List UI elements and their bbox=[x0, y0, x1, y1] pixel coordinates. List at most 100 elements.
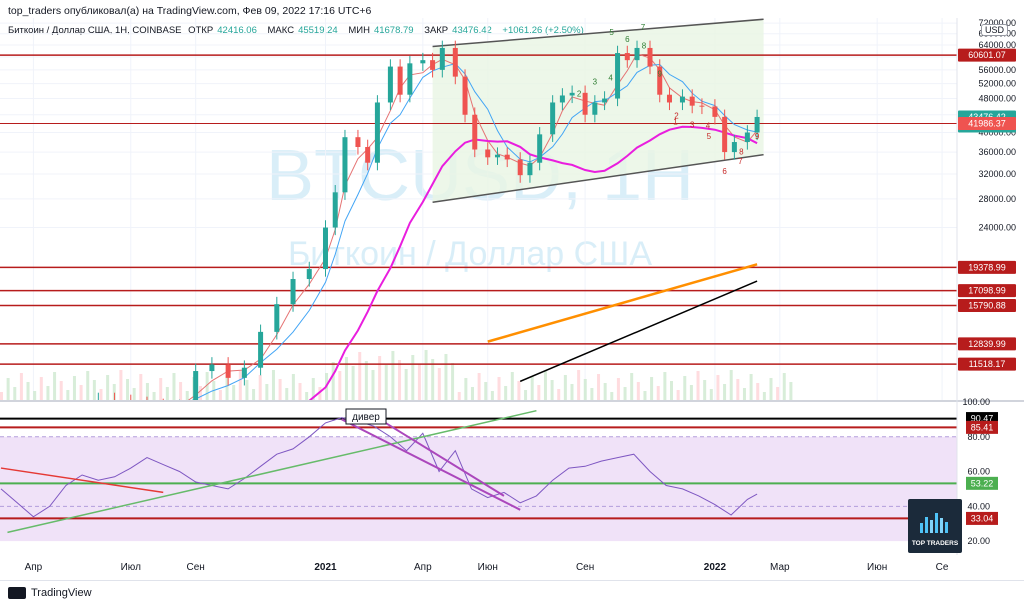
candle bbox=[322, 227, 328, 270]
td-count: 4 bbox=[706, 121, 711, 130]
channel-lower-line[interactable] bbox=[432, 153, 764, 203]
high-value: 45519.24 bbox=[298, 25, 338, 36]
volume-bar bbox=[145, 383, 149, 400]
volume-bar bbox=[444, 354, 448, 400]
price-badge[interactable]: 15790.88 bbox=[968, 300, 1006, 310]
volume-bar bbox=[749, 374, 753, 400]
volume-bar bbox=[305, 392, 309, 400]
volume-bar bbox=[391, 351, 395, 400]
channel-upper-line[interactable] bbox=[432, 18, 764, 48]
volume-bar bbox=[338, 371, 342, 400]
volume-bar bbox=[610, 392, 614, 400]
td-count: 8 bbox=[739, 147, 744, 156]
ma-orange-line bbox=[487, 263, 758, 343]
candle bbox=[647, 47, 653, 67]
candle bbox=[657, 66, 663, 95]
price-badge-bg bbox=[958, 284, 1016, 298]
volume-bar bbox=[79, 385, 83, 400]
candle bbox=[744, 132, 750, 143]
volume-bar bbox=[13, 387, 17, 400]
symbol-title[interactable]: Биткоин / Доллар США, 1Н, COINBASE bbox=[8, 25, 182, 36]
volume-bar bbox=[185, 391, 189, 400]
rsi-divergence-line-2[interactable] bbox=[373, 415, 505, 497]
volume-bar bbox=[39, 377, 43, 400]
price-badge[interactable]: 19378.99 bbox=[968, 262, 1006, 272]
rsi-divergence-line[interactable] bbox=[341, 418, 521, 511]
rsi-trendline-green[interactable] bbox=[7, 409, 537, 534]
price-badge[interactable]: 12839.99 bbox=[968, 339, 1006, 349]
volume-bar bbox=[232, 385, 236, 400]
low-value: 41678.79 bbox=[373, 25, 414, 36]
price-tick-label: 24000.00 bbox=[978, 223, 1016, 233]
price-tick-label: 40000.00 bbox=[978, 127, 1016, 137]
candle bbox=[754, 116, 760, 133]
volume-bar bbox=[59, 381, 63, 400]
td-count: 4 bbox=[608, 74, 613, 83]
time-tick-label: Се bbox=[936, 562, 949, 573]
volume-bar bbox=[344, 357, 348, 400]
divergence-annotation-box[interactable] bbox=[345, 408, 387, 425]
volume-bar bbox=[225, 376, 229, 400]
open-value: 42416.06 bbox=[217, 25, 257, 36]
volume-bar bbox=[199, 386, 203, 400]
volume-bar bbox=[417, 364, 421, 400]
tradingview-brand[interactable]: TradingView bbox=[31, 587, 92, 599]
price-badge-bg bbox=[958, 298, 1016, 312]
candle bbox=[634, 47, 640, 61]
price-tick-label: 72000.00 bbox=[978, 18, 1016, 28]
rsi-badge[interactable]: 90.47 bbox=[971, 414, 994, 424]
volume-bar bbox=[285, 388, 289, 400]
volume-bar bbox=[603, 383, 607, 400]
candle bbox=[602, 98, 608, 103]
currency-selector[interactable]: USD bbox=[981, 24, 1009, 36]
volume-bar bbox=[318, 387, 322, 400]
candle bbox=[161, 406, 166, 407]
price-tick-label: 48000.00 bbox=[978, 94, 1016, 104]
candle bbox=[274, 304, 280, 332]
td-count: 7 bbox=[738, 157, 743, 166]
volume-bar bbox=[583, 379, 587, 400]
rsi-tick-label: 100.00 bbox=[962, 397, 990, 407]
volume-bar bbox=[331, 362, 335, 400]
price-badge[interactable]: 17098.99 bbox=[968, 286, 1006, 296]
price-badge[interactable]: 11518.17 bbox=[969, 359, 1006, 369]
volume-bar bbox=[470, 387, 474, 400]
candle bbox=[712, 106, 718, 117]
close-value: 43476.42 bbox=[452, 25, 492, 36]
volume-bar bbox=[650, 377, 654, 400]
price-chart[interactable]: BTCUSD, 1Н Биткоин / Доллар США 23 456789… bbox=[0, 0, 1024, 580]
candle bbox=[615, 53, 621, 99]
rsi-badge[interactable]: 53.22 bbox=[971, 478, 994, 488]
volume-bar bbox=[616, 378, 620, 400]
volume-bar bbox=[490, 391, 494, 400]
candle bbox=[420, 60, 426, 64]
volume-bar bbox=[431, 359, 435, 400]
open-label: ОТКР 42416.06 bbox=[188, 25, 257, 36]
candle bbox=[689, 96, 695, 106]
divergence-annotation[interactable]: дивер bbox=[352, 412, 380, 423]
volume-bar bbox=[457, 392, 461, 400]
volume-bar bbox=[86, 371, 90, 400]
candle bbox=[517, 159, 523, 176]
time-tick-label: 2021 bbox=[314, 562, 337, 573]
candle bbox=[537, 134, 543, 163]
volume-bar bbox=[271, 370, 275, 400]
candle bbox=[452, 47, 458, 77]
volume-bar bbox=[132, 388, 136, 400]
channel-fill bbox=[432, 19, 764, 203]
volume-bar bbox=[656, 386, 660, 400]
price-tick-label: 64000.00 bbox=[978, 40, 1016, 50]
volume-bar bbox=[218, 390, 222, 400]
volume-bar bbox=[789, 382, 793, 400]
price-badge[interactable]: 60601.07 bbox=[968, 50, 1006, 60]
tradingview-logo-icon[interactable] bbox=[8, 587, 26, 599]
rsi-badge[interactable]: 85.41 bbox=[971, 422, 994, 432]
volume-bar bbox=[398, 360, 402, 400]
volume-bar bbox=[424, 350, 428, 400]
rsi-tick-label: 80.00 bbox=[967, 432, 990, 442]
time-tick-label: Июн bbox=[867, 562, 887, 573]
candle bbox=[624, 53, 630, 61]
rsi-trendline-red[interactable] bbox=[0, 467, 164, 494]
rsi-badge[interactable]: 33.04 bbox=[971, 513, 994, 523]
price-badge[interactable]: 41986.37 bbox=[968, 118, 1006, 128]
